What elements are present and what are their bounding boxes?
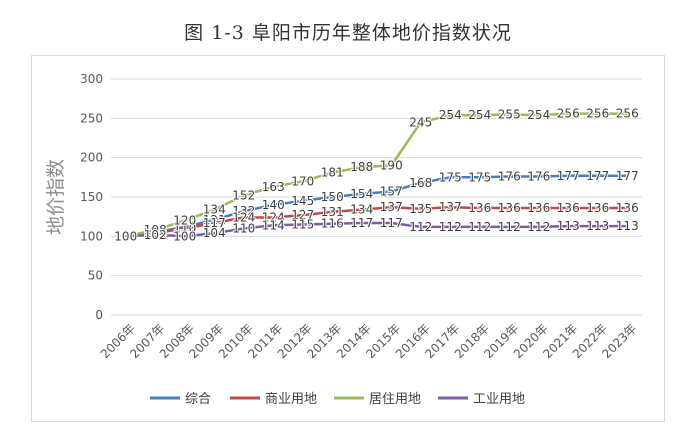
data-label: 170 [291,174,314,188]
data-label: 245 [409,115,432,129]
data-label: 100 [114,229,137,243]
data-label: 112 [439,220,462,234]
chart-frame: 0 50 100 150 200 250 300 地价指数 2006年 2007年 2008年 200… [31,55,665,422]
legend-label: 居住用地 [369,392,421,407]
data-label: 152 [232,188,255,202]
y-tick-label: 0 [95,308,103,322]
data-label: 131 [321,205,344,219]
data-label: 254 [468,108,491,122]
data-label: 254 [439,108,462,122]
y-tick-label: 50 [88,269,103,283]
y-tick-label: 250 [80,111,103,125]
data-label: 124 [232,210,255,224]
series-line-4 [125,221,628,238]
data-label: 150 [321,190,344,204]
data-label: 145 [291,194,314,208]
data-label: 134 [203,203,226,217]
series-line-2 [125,205,628,238]
data-label: 114 [262,218,285,232]
data-label: 135 [409,202,432,216]
legend-label: 综合 [185,392,211,407]
legend-label: 工业用地 [473,392,525,407]
data-label: 176 [498,170,521,184]
data-label: 132 [232,204,255,218]
data-label: 134 [350,203,373,217]
data-label: 188 [350,160,373,174]
data-label: 254 [527,108,550,122]
data-label: 140 [262,198,285,212]
data-label: 116 [321,217,344,231]
y-tick-label: 150 [80,190,103,204]
data-label: 112 [468,220,491,234]
data-label: 157 [380,184,403,198]
data-label: 104 [203,226,226,240]
data-label: 105 [144,225,167,239]
data-label: 121 [203,213,226,227]
data-label: 136 [468,201,491,215]
data-label: 163 [262,180,285,194]
data-label: 117 [203,216,226,230]
data-label: 168 [409,176,432,190]
y-tick-label: 300 [80,72,103,86]
data-label: 108 [144,223,167,237]
data-label: 177 [616,169,639,183]
data-label: 110 [232,221,255,235]
data-label: 120 [173,214,196,228]
data-label: 113 [586,219,609,233]
data-label: 112 [527,220,550,234]
data-label: 117 [350,216,373,230]
data-label: 256 [586,107,609,121]
data-label: 136 [557,201,580,215]
chart-title: 图 1-3 阜阳市历年整体地价指数状况 [184,22,512,44]
data-label: 110 [173,221,196,235]
data-label: 136 [586,201,609,215]
data-label: 136 [527,201,550,215]
y-tick-label: 200 [80,151,103,165]
data-label: 113 [557,219,580,233]
data-label: 104 [144,226,167,240]
data-label: 112 [498,220,521,234]
data-label: 177 [586,169,609,183]
legend-label: 商业用地 [265,392,317,407]
data-label: 113 [616,219,639,233]
data-label: 124 [262,210,285,224]
data-label: 256 [616,107,639,121]
line-chart: 050100150200250300地价指数2006年2007年2008年200… [45,72,642,407]
data-label: 127 [291,208,314,222]
data-label: 181 [321,166,344,180]
data-label: 137 [380,200,403,214]
series-line-3 [125,112,628,238]
data-label: 175 [468,170,491,184]
data-label: 117 [380,216,403,230]
data-label: 154 [350,187,373,201]
data-label: 112 [409,220,432,234]
data-label: 190 [380,159,403,173]
series-line-1 [125,174,628,238]
data-label: 137 [439,200,462,214]
data-label: 115 [291,218,314,232]
data-label: 112 [173,220,196,234]
data-label: 177 [557,169,580,183]
data-label: 256 [557,107,580,121]
data-label: 255 [498,107,521,121]
data-label: 102 [144,228,167,242]
data-label: 100 [173,229,196,243]
data-label: 136 [616,201,639,215]
data-label: 136 [498,201,521,215]
y-axis-title: 地价指数 [45,159,67,235]
data-label: 175 [439,170,462,184]
data-label: 176 [527,170,550,184]
y-tick-label: 100 [80,229,103,243]
